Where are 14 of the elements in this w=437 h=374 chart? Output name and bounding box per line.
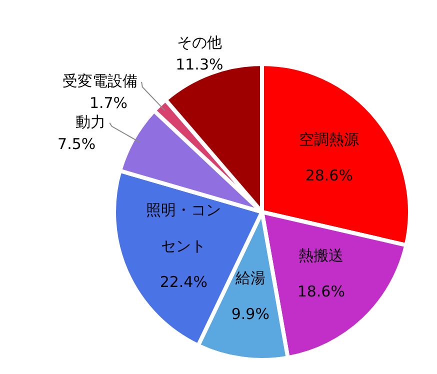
data-label: 1.7% bbox=[89, 94, 128, 112]
slice-label: 給湯 bbox=[234, 269, 266, 288]
data-label: 11.3% bbox=[176, 55, 224, 74]
slice-label: 熱搬送 bbox=[298, 246, 344, 264]
data-label: 28.6% bbox=[305, 166, 353, 185]
slice-label: その他 bbox=[176, 33, 222, 52]
data-label: 18.6% bbox=[297, 282, 345, 300]
slice-label: 空調熱源 bbox=[299, 130, 360, 149]
slice-label: 照明・コンセント bbox=[146, 201, 222, 256]
slice-label: 動力 bbox=[76, 112, 106, 131]
data-label: 9.9% bbox=[231, 305, 270, 324]
slice-label: 受変電設備 bbox=[62, 72, 138, 90]
data-label: 22.4% bbox=[160, 273, 208, 292]
data-label: 7.5% bbox=[58, 134, 96, 153]
